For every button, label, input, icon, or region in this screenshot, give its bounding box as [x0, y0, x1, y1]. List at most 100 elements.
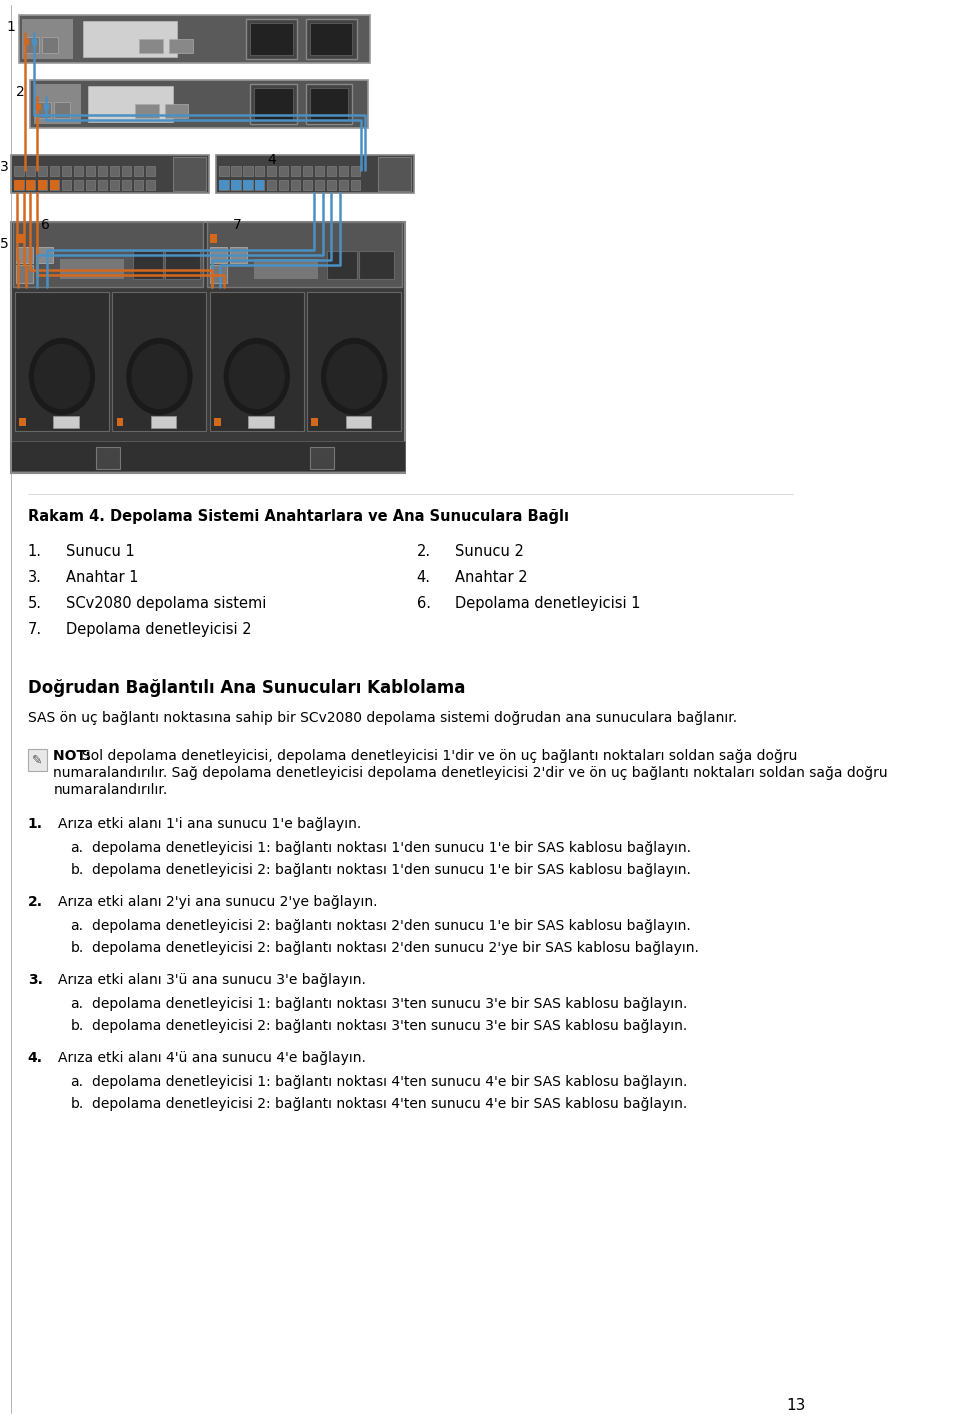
Bar: [74, 166, 84, 176]
Text: depolama denetleyicisi 2: bağlantı noktası 2'den sunucu 1'e bir SAS kablosu bağl: depolama denetleyicisi 2: bağlantı nokta…: [92, 918, 690, 932]
Bar: [74, 180, 84, 190]
Bar: [36, 102, 51, 118]
Text: Anahtar 2: Anahtar 2: [455, 570, 528, 585]
Bar: [132, 251, 163, 279]
Text: Sol depolama denetleyicisi, depolama denetleyicisi 1'dir ve ön uç bağlantı nokta: Sol depolama denetleyicisi, depolama den…: [83, 750, 798, 762]
Bar: [219, 180, 228, 190]
Text: b.: b.: [70, 941, 84, 955]
Bar: [254, 88, 293, 120]
Bar: [291, 166, 300, 176]
Bar: [359, 251, 394, 279]
Bar: [38, 180, 47, 190]
Text: 3.: 3.: [28, 972, 42, 986]
Bar: [279, 166, 288, 176]
Bar: [139, 38, 163, 52]
Text: Depolama denetleyicisi 1: Depolama denetleyicisi 1: [455, 597, 640, 611]
Bar: [85, 180, 95, 190]
Bar: [50, 166, 60, 176]
Bar: [11, 154, 209, 193]
Text: 6.: 6.: [417, 597, 431, 611]
Text: depolama denetleyicisi 1: bağlantı noktası 4'ten sunucu 4'e bir SAS kablosu bağl: depolama denetleyicisi 1: bağlantı nokta…: [92, 1074, 687, 1088]
Bar: [243, 180, 252, 190]
Text: 4: 4: [267, 153, 276, 167]
Bar: [50, 180, 60, 190]
Text: ✎: ✎: [32, 754, 42, 767]
Text: 4.: 4.: [417, 570, 431, 585]
Bar: [249, 417, 274, 428]
Bar: [210, 292, 303, 431]
Bar: [267, 166, 276, 176]
Bar: [15, 265, 33, 282]
Bar: [350, 166, 360, 176]
Bar: [112, 292, 206, 431]
Text: depolama denetleyicisi 2: bağlantı noktası 4'ten sunucu 4'e bir SAS kablosu bağl: depolama denetleyicisi 2: bağlantı nokta…: [92, 1097, 687, 1111]
Bar: [98, 180, 108, 190]
Bar: [231, 166, 241, 176]
Bar: [210, 247, 227, 262]
Bar: [339, 180, 348, 190]
Bar: [250, 84, 297, 123]
Bar: [84, 21, 178, 57]
Text: 6: 6: [40, 218, 50, 232]
Text: depolama denetleyicisi 1: bağlantı noktası 1'den sunucu 1'e bir SAS kablosu bağl: depolama denetleyicisi 1: bağlantı nokta…: [92, 840, 691, 854]
Bar: [246, 18, 297, 60]
Bar: [54, 417, 79, 428]
Bar: [315, 180, 324, 190]
Bar: [267, 180, 276, 190]
Bar: [14, 166, 23, 176]
Circle shape: [326, 344, 381, 408]
Bar: [62, 166, 71, 176]
Bar: [231, 180, 241, 190]
Circle shape: [322, 339, 387, 414]
Text: 1.: 1.: [28, 816, 43, 830]
Bar: [207, 221, 402, 286]
Text: Anahtar 1: Anahtar 1: [66, 570, 139, 585]
Bar: [122, 166, 132, 176]
Bar: [210, 265, 227, 282]
Bar: [350, 180, 360, 190]
Bar: [38, 180, 47, 190]
Text: 3.: 3.: [28, 570, 41, 585]
Bar: [326, 166, 336, 176]
Circle shape: [229, 344, 284, 408]
Text: b.: b.: [70, 1097, 84, 1111]
Circle shape: [30, 339, 94, 414]
Bar: [19, 16, 370, 62]
Bar: [133, 166, 143, 176]
Bar: [117, 418, 124, 427]
Bar: [122, 180, 132, 190]
Text: a.: a.: [70, 996, 84, 1010]
Bar: [243, 166, 252, 176]
Bar: [378, 157, 411, 191]
Bar: [15, 292, 109, 431]
Bar: [315, 166, 324, 176]
Text: a.: a.: [70, 1074, 84, 1088]
Bar: [326, 180, 336, 190]
Text: depolama denetleyicisi 2: bağlantı noktası 1'den sunucu 1'e bir SAS kablosu bağl: depolama denetleyicisi 2: bağlantı nokta…: [92, 863, 691, 877]
Bar: [134, 103, 158, 118]
Bar: [13, 221, 203, 286]
Bar: [60, 259, 125, 279]
Text: SCv2080 depolama sistemi: SCv2080 depolama sistemi: [66, 597, 267, 611]
Bar: [11, 442, 405, 472]
Bar: [243, 180, 252, 190]
Bar: [26, 180, 36, 190]
Bar: [96, 448, 120, 469]
Bar: [305, 18, 357, 60]
Bar: [22, 18, 73, 60]
Bar: [87, 86, 173, 122]
Bar: [230, 247, 248, 262]
Bar: [62, 180, 71, 190]
Text: NOT:: NOT:: [54, 750, 96, 762]
Text: 1.: 1.: [28, 544, 42, 560]
Text: a.: a.: [70, 840, 84, 854]
Text: Arıza etki alanı 1'i ana sunucu 1'e bağlayın.: Arıza etki alanı 1'i ana sunucu 1'e bağl…: [58, 816, 361, 830]
Bar: [15, 234, 23, 242]
Text: numaralandırılır. Sağ depolama denetleyicisi depolama denetleyicisi 2'dir ve ön : numaralandırılır. Sağ depolama denetleyi…: [54, 767, 888, 779]
Circle shape: [127, 339, 192, 414]
Text: Arıza etki alanı 4'ü ana sunucu 4'e bağlayın.: Arıza etki alanı 4'ü ana sunucu 4'e bağl…: [58, 1050, 366, 1064]
Text: 3: 3: [0, 160, 9, 174]
Text: 5: 5: [0, 237, 9, 251]
Bar: [98, 166, 108, 176]
Bar: [303, 180, 312, 190]
